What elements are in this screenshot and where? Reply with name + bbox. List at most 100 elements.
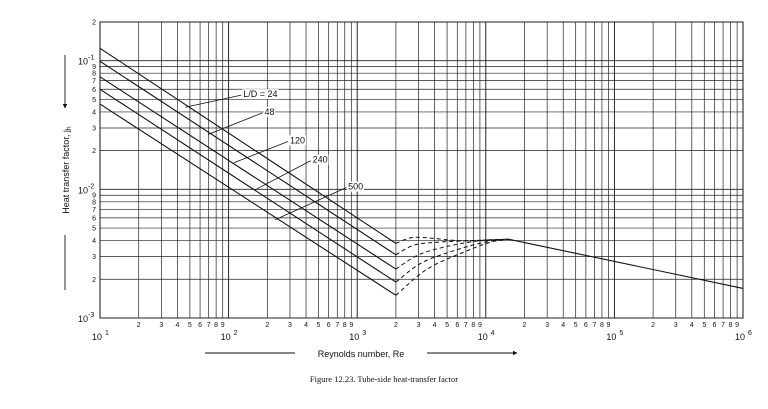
laminar-line-2 [99, 60, 397, 256]
laminar-line-4 [99, 88, 397, 283]
x-minor-tick-label: 2 [394, 322, 398, 329]
series-label-leader [233, 141, 289, 164]
x-minor-tick-label: 9 [735, 322, 739, 329]
y-minor-tick-label: 8 [92, 71, 96, 78]
x-minor-tick-label: 4 [690, 322, 694, 329]
series-label-2: 48 [264, 107, 274, 117]
figure-caption: Figure 12.23. Tube-side heat-transfer fa… [309, 374, 459, 384]
x-minor-tick-label: 7 [207, 322, 211, 329]
laminar-line-1 [99, 47, 397, 244]
transition-line-4 [395, 238, 509, 283]
x-minor-tick-label: 2 [523, 322, 527, 329]
y-minor-tick-label: 2 [92, 277, 96, 284]
series-label-background [347, 181, 365, 192]
x-minor-tick-label: 6 [327, 322, 331, 329]
x-minor-tick-label: 3 [545, 322, 549, 329]
x-major-tick-exponent: 6 [748, 330, 752, 337]
series-label-3: 120 [290, 135, 305, 145]
x-major-tick-label: 10 [478, 332, 488, 342]
y-minor-tick-label: 2 [92, 148, 96, 155]
y-minor-tick-label: 5 [92, 226, 96, 233]
x-major-tick-exponent: 3 [362, 330, 366, 337]
x-minor-tick-label: 2 [137, 322, 141, 329]
transition-line-1 [395, 236, 509, 244]
y-major-tick-exponent: -2 [88, 183, 94, 190]
x-minor-tick-label: 5 [188, 322, 192, 329]
turbulent-line [508, 238, 744, 289]
x-minor-tick-label: 6 [455, 322, 459, 329]
series-label-1: L/D = 24 [243, 89, 277, 99]
y-minor-tick-label: 6 [92, 215, 96, 222]
y-major-tick-label: 10 [78, 314, 88, 324]
series-label-background [288, 135, 306, 146]
series-label-leader [185, 94, 242, 108]
x-major-tick-label: 10 [92, 332, 102, 342]
x-minor-tick-label: 4 [433, 322, 437, 329]
x-minor-tick-label: 7 [593, 322, 597, 329]
series-label-background [263, 106, 276, 117]
series-labels: L/D = 24 48 120 240 500 [185, 89, 365, 221]
laminar-line-5 [99, 103, 397, 296]
x-minor-tick-label: 8 [471, 322, 475, 329]
y-minor-tick-label: 8 [92, 199, 96, 206]
series-label-background [242, 89, 279, 100]
transition-line-3 [395, 238, 509, 270]
y-major-tick-exponent: -1 [88, 55, 94, 62]
x-minor-tick-label: 9 [607, 322, 611, 329]
x-minor-tick-label: 9 [221, 322, 225, 329]
y-minor-tick-label: 3 [92, 254, 96, 261]
series-lines [99, 47, 744, 296]
y-minor-tick-label: 3 [92, 125, 96, 132]
x-minor-tick-label: 5 [574, 322, 578, 329]
x-minor-tick-label: 4 [561, 322, 565, 329]
x-major-tick-label: 10 [221, 332, 231, 342]
y-minor-tick-label: 6 [92, 87, 96, 94]
series-label-leader [274, 187, 347, 221]
series-label-background [311, 154, 329, 165]
x-major-tick-exponent: 4 [491, 330, 495, 337]
x-major-tick-label: 10 [735, 332, 745, 342]
x-minor-tick-label: 7 [721, 322, 725, 329]
x-minor-tick-label: 7 [464, 322, 468, 329]
y-axis-label: Heat transfer factor, jh [61, 126, 73, 214]
x-minor-tick-label: 4 [304, 322, 308, 329]
y-minor-tick-label: 9 [92, 64, 96, 71]
x-minor-tick-label: 6 [713, 322, 717, 329]
y-minor-tick-label: 4 [92, 238, 96, 245]
x-minor-tick-label: 3 [674, 322, 678, 329]
x-minor-tick-label: 8 [729, 322, 733, 329]
x-minor-tick-label: 5 [317, 322, 321, 329]
y-minor-tick-label: 7 [92, 78, 96, 85]
x-minor-tick-label: 8 [343, 322, 347, 329]
x-minor-tick-label: 7 [335, 322, 339, 329]
y-minor-tick-label: 4 [92, 109, 96, 116]
x-minor-tick-label: 9 [349, 322, 353, 329]
x-major-tick-exponent: 5 [619, 330, 623, 337]
x-minor-tick-label: 5 [702, 322, 706, 329]
x-major-tick-exponent: 1 [105, 330, 109, 337]
x-major-tick-label: 10 [349, 332, 359, 342]
transition-line-5 [395, 238, 509, 296]
y-major-tick-exponent: -3 [88, 312, 94, 319]
y-minor-tick-label: 9 [92, 193, 96, 200]
x-minor-tick-label: 3 [159, 322, 163, 329]
x-minor-tick-label: 3 [288, 322, 292, 329]
x-axis-label: Reynolds number, Re [318, 349, 405, 359]
y-minor-tick-label: 2 [92, 20, 96, 27]
grid [99, 21, 744, 319]
series-label-4: 240 [313, 155, 328, 165]
x-minor-tick-label: 8 [214, 322, 218, 329]
x-major-tick-exponent: 2 [234, 330, 238, 337]
laminar-line-3 [99, 76, 397, 270]
series-label-leader [254, 160, 311, 191]
x-minor-tick-label: 4 [175, 322, 179, 329]
x-minor-tick-label: 2 [265, 322, 269, 329]
x-major-tick-label: 10 [606, 332, 616, 342]
x-minor-tick-label: 6 [198, 322, 202, 329]
y-minor-tick-label: 5 [92, 97, 96, 104]
series-label-5: 500 [348, 182, 363, 192]
y-major-tick-label: 10 [78, 185, 88, 195]
series-label-leader [207, 112, 263, 135]
